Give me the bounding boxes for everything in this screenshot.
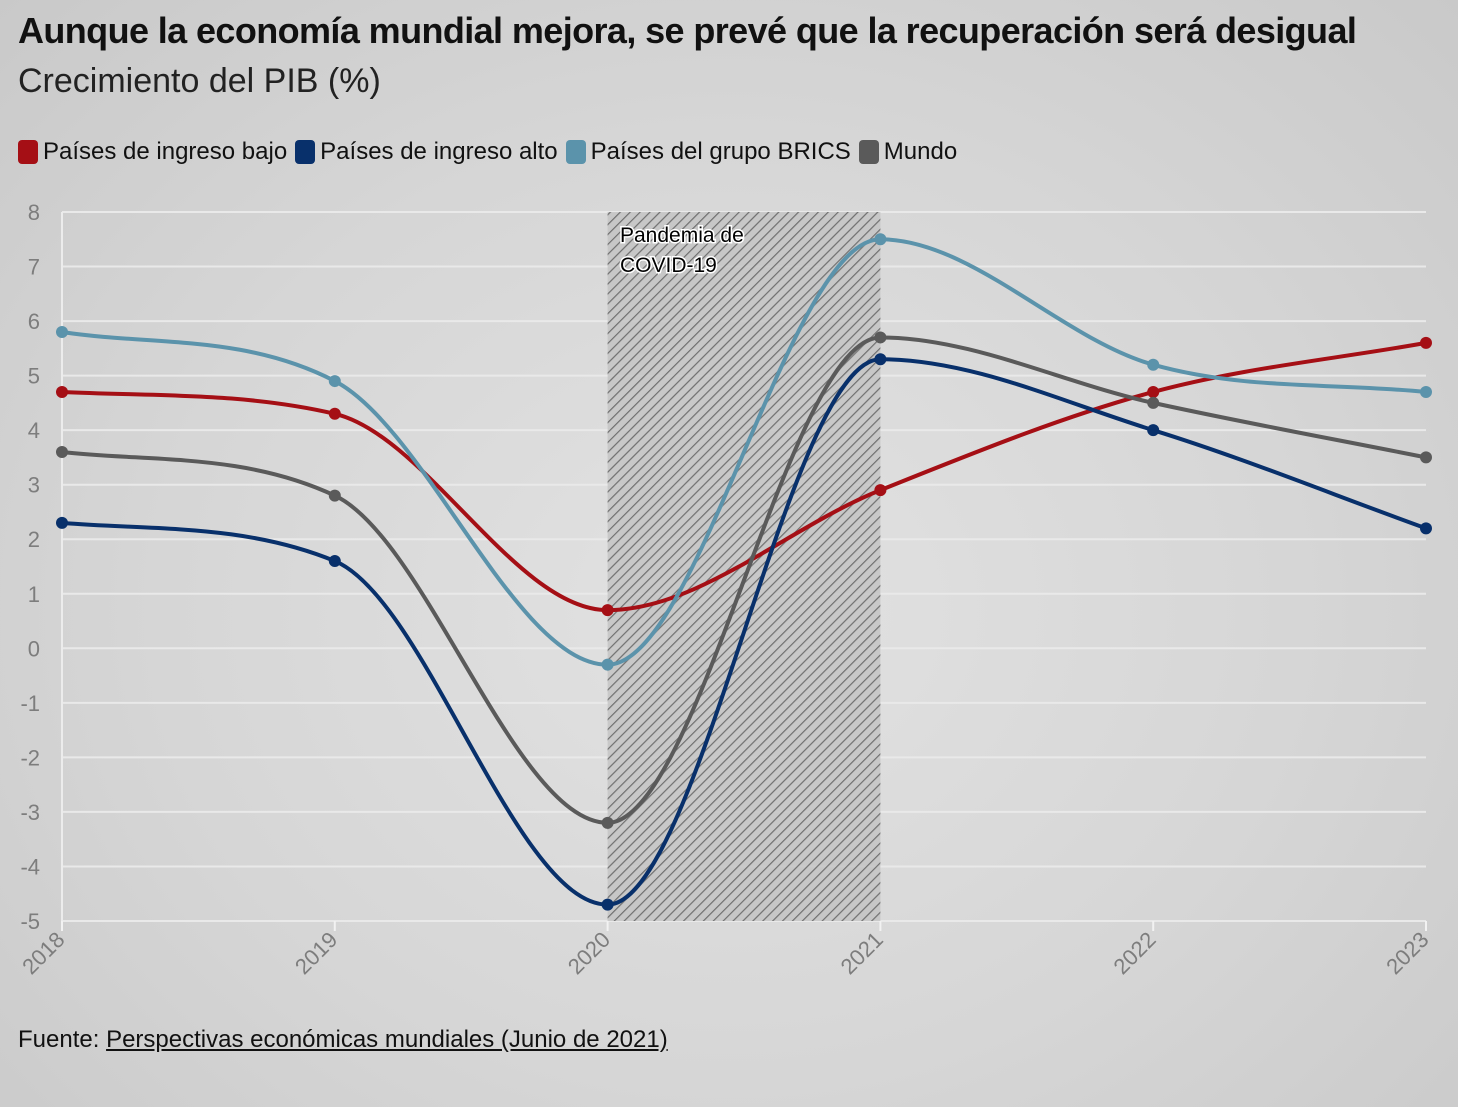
data-point-paises-de-ingreso-alto[interactable] <box>328 555 341 568</box>
x-tick-label: 2018 <box>17 927 69 979</box>
data-point-paises-de-ingreso-alto[interactable] <box>56 516 68 529</box>
source-line: Fuente: Perspectivas económicas mundiale… <box>18 1026 668 1054</box>
x-tick-label: 2020 <box>563 927 615 979</box>
x-tick-label: 2021 <box>836 927 888 979</box>
data-point-paises-de-ingreso-alto[interactable] <box>1420 522 1432 535</box>
data-point-mundo[interactable] <box>1147 396 1160 409</box>
y-tick-label: 0 <box>28 636 40 661</box>
y-tick-label: 6 <box>28 309 40 334</box>
series-paises-de-ingreso-alto <box>56 353 1432 911</box>
x-axis: 2018 2019 2020 2021 2022 2023 <box>17 921 1434 979</box>
legend-label-world: Mundo <box>883 138 958 165</box>
data-point-paises-del-grupo-brics[interactable] <box>328 375 341 388</box>
legend-item-world[interactable]: Mundo <box>858 138 958 166</box>
y-tick-label: -1 <box>20 691 40 716</box>
y-tick-label: -4 <box>20 854 40 879</box>
x-tick-label: 2022 <box>1108 927 1160 979</box>
legend-label-low-income: Países de ingreso bajo <box>43 138 288 165</box>
y-axis: 8 7 6 5 4 3 2 1 0 -1 -2 -3 -4 -5 <box>20 200 63 934</box>
y-tick-label: 8 <box>28 200 40 225</box>
legend-swatch-low-income <box>18 140 38 164</box>
y-tick-label: 4 <box>28 418 40 443</box>
legend-item-brics[interactable]: Países del grupo BRICS <box>565 138 851 166</box>
data-point-paises-de-ingreso-bajo[interactable] <box>1420 336 1432 349</box>
data-point-paises-de-ingreso-bajo[interactable] <box>601 604 614 617</box>
annotation-line-2: COVID-19 <box>620 254 717 277</box>
legend-swatch-brics <box>565 140 586 164</box>
data-point-paises-de-ingreso-bajo[interactable] <box>874 484 887 497</box>
legend-swatch-high-income <box>295 140 316 164</box>
data-point-paises-de-ingreso-bajo[interactable] <box>56 385 68 398</box>
source-prefix: Fuente: <box>18 1026 107 1053</box>
legend-item-low-income[interactable]: Países de ingreso bajo <box>18 138 287 166</box>
legend-swatch-world <box>858 140 879 164</box>
data-point-paises-de-ingreso-bajo[interactable] <box>328 407 341 420</box>
y-tick-label: -3 <box>20 800 40 825</box>
chart-title: Aunque la economía mundial mejora, se pr… <box>18 10 1357 51</box>
data-point-paises-del-grupo-brics[interactable] <box>601 658 614 671</box>
pandemic-shading <box>607 212 881 921</box>
y-tick-label: 1 <box>28 582 40 607</box>
data-point-paises-del-grupo-brics[interactable] <box>1420 385 1432 398</box>
x-tick-label: 2023 <box>1381 927 1433 979</box>
y-tick-label: -2 <box>20 745 40 770</box>
y-tick-label: 7 <box>28 255 40 280</box>
data-point-mundo[interactable] <box>328 489 341 502</box>
data-point-paises-de-ingreso-alto[interactable] <box>601 898 614 911</box>
data-point-paises-de-ingreso-bajo[interactable] <box>1147 385 1160 398</box>
series-paises-del-grupo-brics <box>56 233 1432 671</box>
legend-label-high-income: Países de ingreso alto <box>320 138 558 165</box>
data-point-mundo[interactable] <box>56 445 68 458</box>
pandemic-shaded-region <box>607 212 881 921</box>
legend: Países de ingreso bajo Países de ingreso… <box>18 138 959 166</box>
data-point-paises-del-grupo-brics[interactable] <box>1147 358 1160 371</box>
data-point-paises-del-grupo-brics[interactable] <box>56 325 68 338</box>
x-tick-label: 2019 <box>290 927 342 979</box>
series-mundo <box>56 331 1432 829</box>
series-line-paises-de-ingreso-bajo <box>60 340 1428 613</box>
legend-label-brics: Países del grupo BRICS <box>590 138 851 165</box>
y-tick-label: 5 <box>28 364 40 389</box>
source-link[interactable]: Perspectivas económicas mundiales (Junio… <box>106 1026 668 1053</box>
legend-item-high-income[interactable]: Países de ingreso alto <box>295 138 558 166</box>
data-point-paises-de-ingreso-alto[interactable] <box>874 353 887 366</box>
y-tick-label: 2 <box>28 527 40 552</box>
series-paises-de-ingreso-bajo <box>56 336 1432 617</box>
chart-subtitle: Crecimiento del PIB (%) <box>18 62 381 100</box>
data-point-mundo[interactable] <box>874 331 887 344</box>
data-point-mundo[interactable] <box>601 816 614 829</box>
data-point-paises-del-grupo-brics[interactable] <box>874 233 887 246</box>
data-point-mundo[interactable] <box>1420 451 1432 464</box>
y-tick-label: 3 <box>28 473 40 498</box>
series-group <box>56 233 1432 911</box>
annotation-line-1: Pandemia de <box>620 224 744 247</box>
data-point-paises-de-ingreso-alto[interactable] <box>1147 424 1160 437</box>
line-chart: 8 7 6 5 4 3 2 1 0 -1 -2 -3 -4 -5 2018 2019 2020 2021 2022… <box>17 200 1434 979</box>
y-tick-label: -5 <box>20 909 40 934</box>
annotation: Pandemia de COVID-19 <box>619 223 746 279</box>
